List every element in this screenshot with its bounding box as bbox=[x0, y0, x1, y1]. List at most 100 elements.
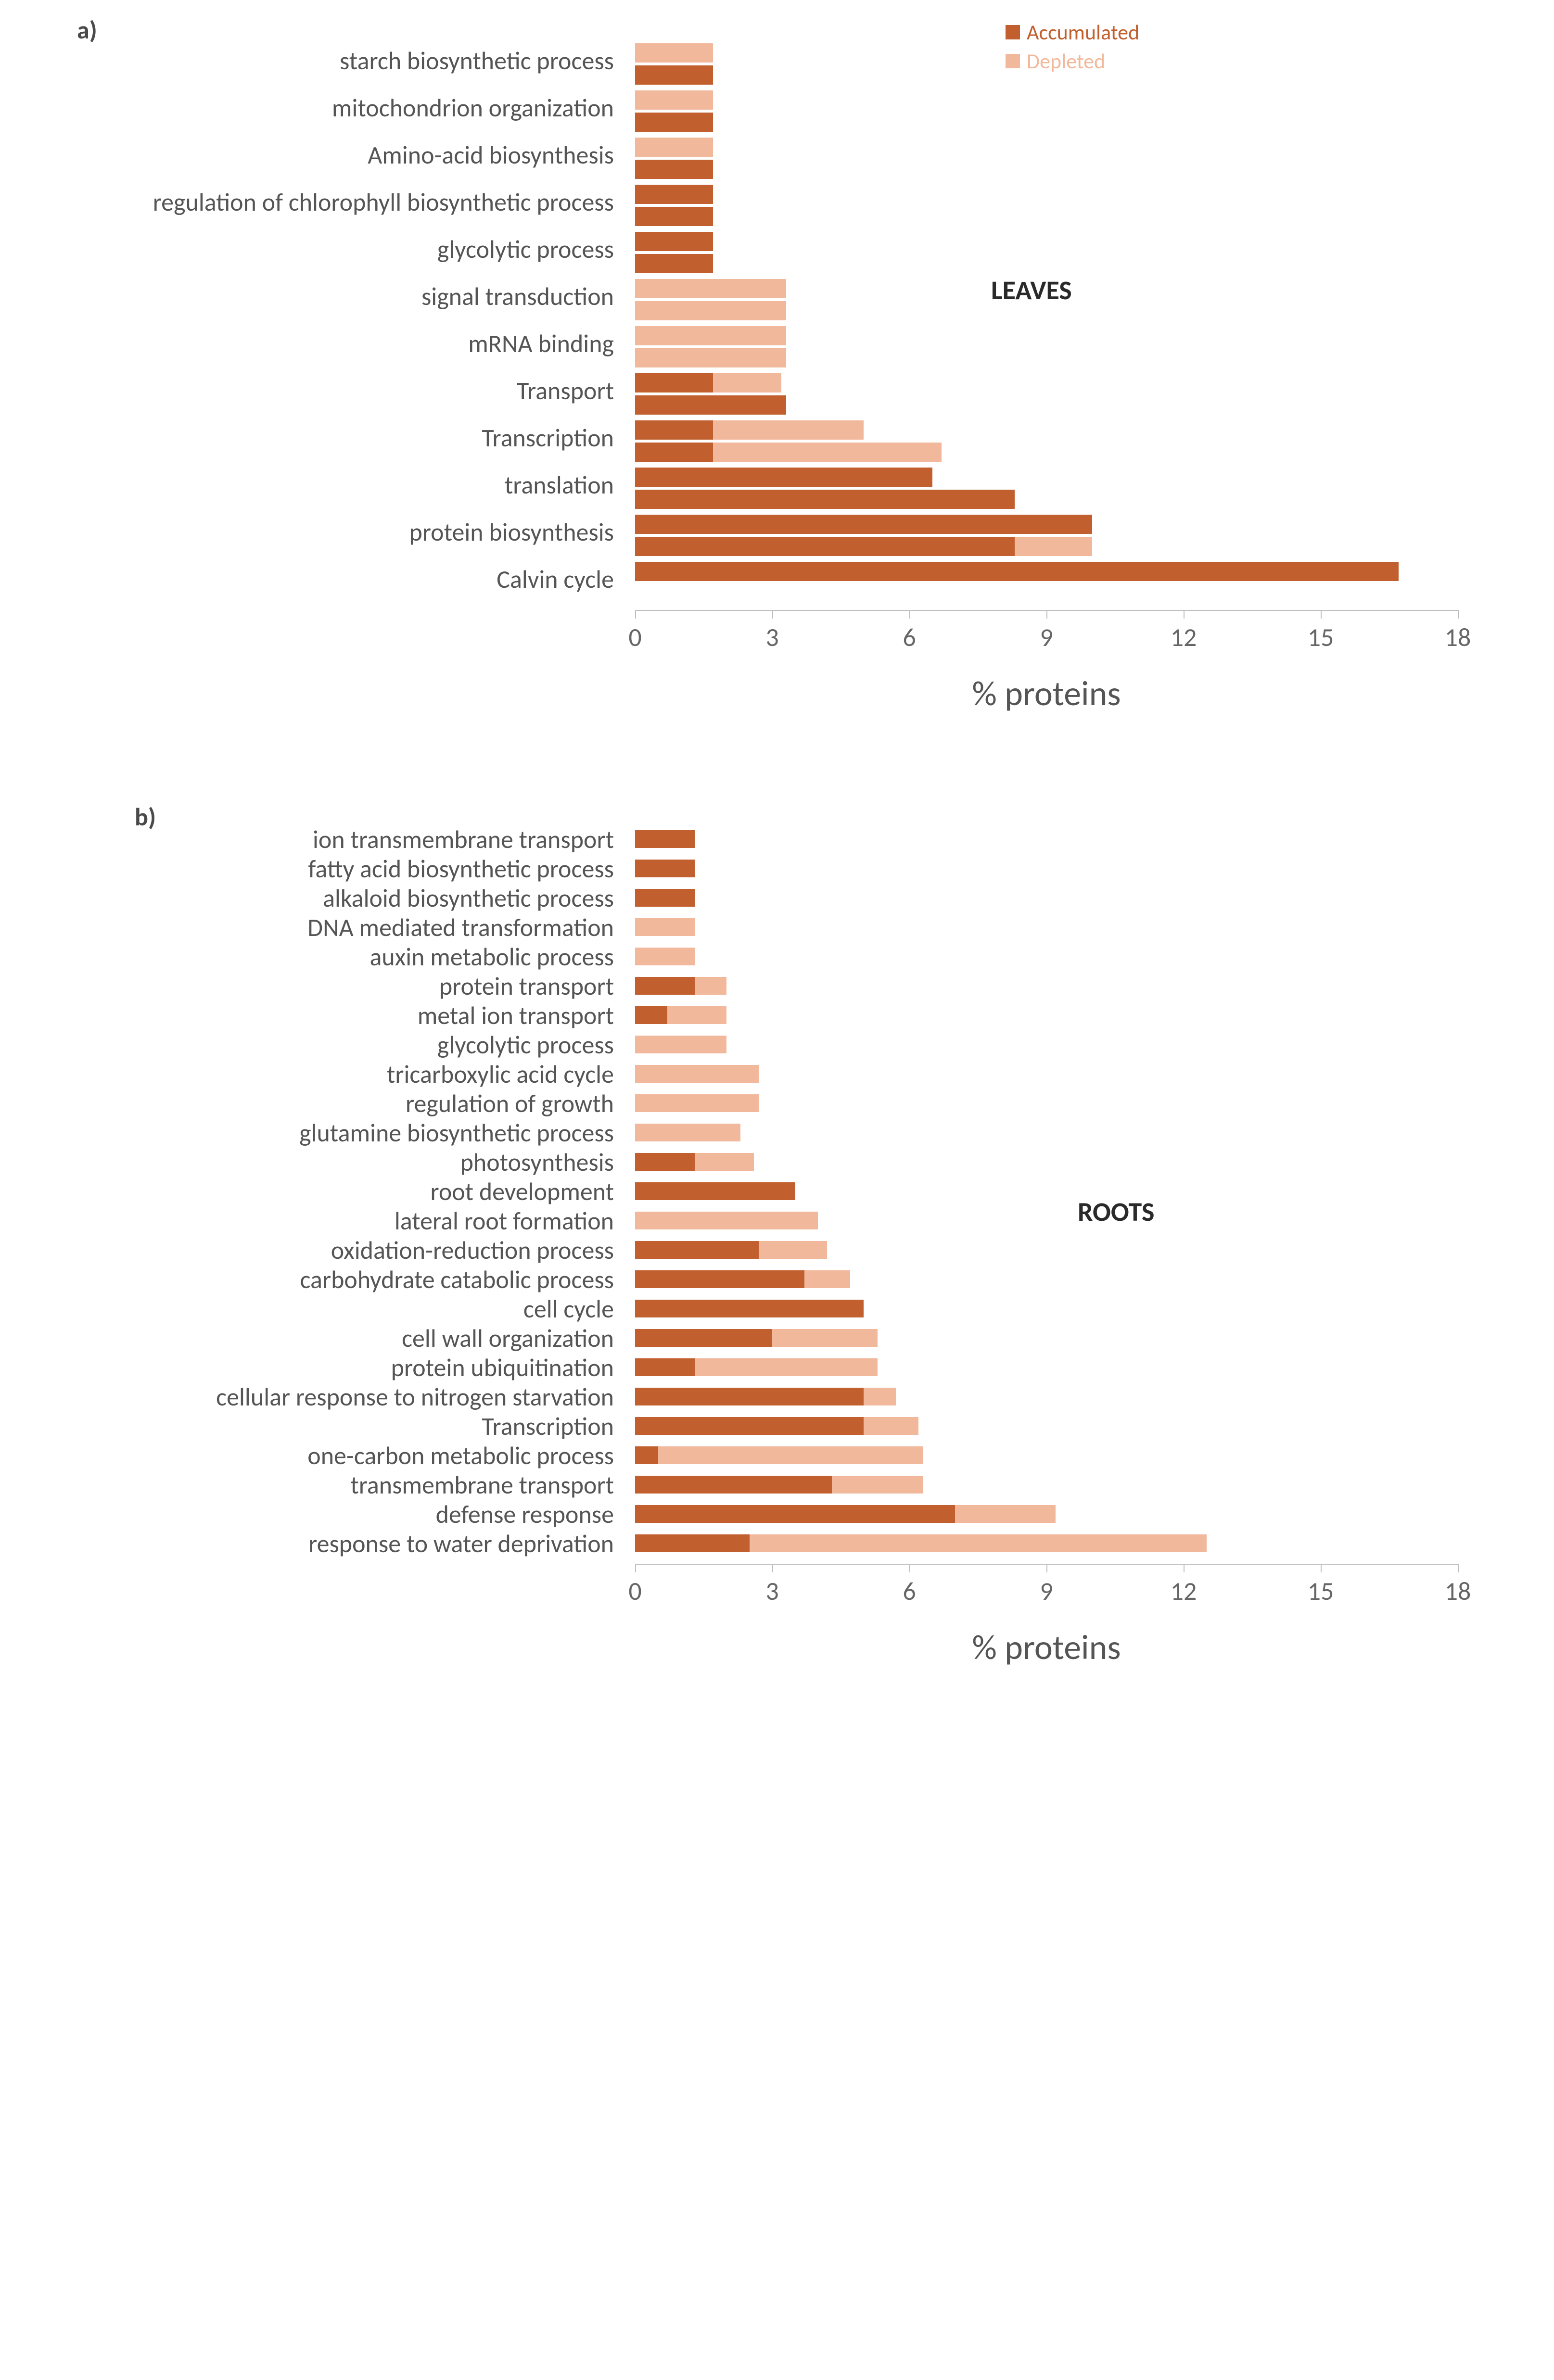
bar-track bbox=[635, 889, 1535, 907]
category-label: translation bbox=[19, 469, 625, 500]
bar-accumulated bbox=[635, 207, 713, 226]
category-label: mitochondrion organization bbox=[19, 92, 625, 123]
bar-depleted bbox=[713, 420, 864, 440]
tick-label: 12 bbox=[1171, 1575, 1197, 1607]
bar-depleted bbox=[635, 90, 713, 110]
tick bbox=[635, 1564, 636, 1572]
bar-track bbox=[635, 1241, 1535, 1259]
bar-track bbox=[635, 348, 1535, 367]
bar-accumulated bbox=[635, 395, 786, 415]
category-label: one-carbon metabolic process bbox=[19, 1440, 625, 1471]
bar-track bbox=[635, 918, 1535, 936]
bar-depleted bbox=[635, 348, 786, 367]
bar-depleted bbox=[804, 1270, 850, 1288]
plot-area-a: starch biosynthetic processmitochondrion… bbox=[635, 14, 1535, 603]
category-label: regulation of chlorophyll biosynthetic p… bbox=[19, 187, 625, 217]
category-label: starch biosynthetic process bbox=[19, 45, 625, 76]
category-label: protein biosynthesis bbox=[19, 517, 625, 547]
tick bbox=[909, 610, 910, 619]
bar-track bbox=[635, 113, 1535, 132]
category-label: oxidation-reduction process bbox=[19, 1235, 625, 1266]
bar-depleted bbox=[695, 1153, 754, 1171]
bar-accumulated bbox=[635, 537, 1015, 556]
bar-track bbox=[635, 562, 1535, 581]
tick bbox=[1321, 610, 1322, 619]
chart-b: b) ROOTS ion transmembrane transportfatt… bbox=[19, 801, 1535, 1669]
bar-accumulated bbox=[635, 490, 1015, 509]
bar-track bbox=[635, 301, 1535, 320]
bar-accumulated bbox=[635, 1329, 772, 1347]
axis-title-b: % proteins bbox=[635, 1626, 1458, 1669]
tick bbox=[1046, 610, 1047, 619]
bar-track bbox=[635, 1534, 1535, 1552]
bar-track bbox=[635, 65, 1535, 85]
tick-label: 6 bbox=[903, 1575, 916, 1607]
bar-track bbox=[635, 43, 1535, 63]
tick bbox=[1458, 610, 1459, 619]
tick bbox=[909, 1564, 910, 1572]
bar-track bbox=[635, 326, 1535, 345]
bar-depleted bbox=[635, 1065, 759, 1083]
tick-label: 9 bbox=[1040, 1575, 1053, 1607]
bar-track bbox=[635, 90, 1535, 110]
bar-track bbox=[635, 1182, 1535, 1200]
tick bbox=[1046, 1564, 1047, 1572]
bar-track bbox=[635, 443, 1535, 462]
panel-label-a: a) bbox=[77, 14, 97, 45]
tick-label: 9 bbox=[1040, 621, 1053, 653]
category-label: protein transport bbox=[19, 971, 625, 1001]
bar-track bbox=[635, 1006, 1535, 1024]
bar-track bbox=[635, 395, 1535, 415]
bar-track bbox=[635, 830, 1535, 848]
bar-accumulated bbox=[635, 1182, 795, 1200]
tick-label: 0 bbox=[628, 621, 641, 653]
bar-track bbox=[635, 1270, 1535, 1288]
bar-accumulated bbox=[635, 1241, 759, 1259]
bar-depleted bbox=[695, 1358, 878, 1376]
category-label: Transcription bbox=[19, 422, 625, 453]
bar-accumulated bbox=[635, 468, 932, 487]
bar-depleted bbox=[635, 1212, 818, 1229]
tick bbox=[1458, 1564, 1459, 1572]
category-label: mRNA binding bbox=[19, 328, 625, 359]
tick bbox=[772, 1564, 773, 1572]
bar-track bbox=[635, 515, 1535, 534]
bar-track bbox=[635, 860, 1535, 877]
category-label: carbohydrate catabolic process bbox=[19, 1264, 625, 1295]
bar-depleted bbox=[713, 443, 942, 462]
bar-accumulated bbox=[635, 977, 695, 995]
tick bbox=[1184, 1564, 1185, 1572]
bar-track bbox=[635, 279, 1535, 298]
tick-label: 15 bbox=[1308, 1575, 1334, 1607]
bar-depleted bbox=[750, 1534, 1207, 1552]
bar-track bbox=[635, 1065, 1535, 1083]
bar-accumulated bbox=[635, 65, 713, 85]
bar-depleted bbox=[635, 1124, 740, 1141]
bar-depleted bbox=[832, 1476, 923, 1494]
bar-accumulated bbox=[635, 1153, 695, 1171]
category-label: Transcription bbox=[19, 1411, 625, 1442]
tick-label: 0 bbox=[628, 1575, 641, 1607]
bar-accumulated bbox=[635, 1270, 804, 1288]
bar-track bbox=[635, 1388, 1535, 1405]
category-label: cell cycle bbox=[19, 1293, 625, 1324]
category-label: auxin metabolic process bbox=[19, 941, 625, 972]
tick-label: 3 bbox=[765, 621, 778, 653]
bar-depleted bbox=[955, 1505, 1056, 1523]
bar-track bbox=[635, 1300, 1535, 1317]
bar-depleted bbox=[635, 1094, 759, 1112]
bar-depleted bbox=[695, 977, 727, 995]
bar-track bbox=[635, 1476, 1535, 1494]
bar-track bbox=[635, 490, 1535, 509]
bar-track bbox=[635, 1094, 1535, 1112]
tick bbox=[635, 610, 636, 619]
category-label: fatty acid biosynthetic process bbox=[19, 853, 625, 884]
tick-label: 18 bbox=[1445, 1575, 1471, 1607]
bar-depleted bbox=[658, 1446, 923, 1464]
bar-accumulated bbox=[635, 232, 713, 251]
category-label: regulation of growth bbox=[19, 1088, 625, 1119]
bar-track bbox=[635, 1505, 1535, 1523]
bar-accumulated bbox=[635, 443, 713, 462]
bar-track bbox=[635, 373, 1535, 392]
bar-accumulated bbox=[635, 1446, 658, 1464]
